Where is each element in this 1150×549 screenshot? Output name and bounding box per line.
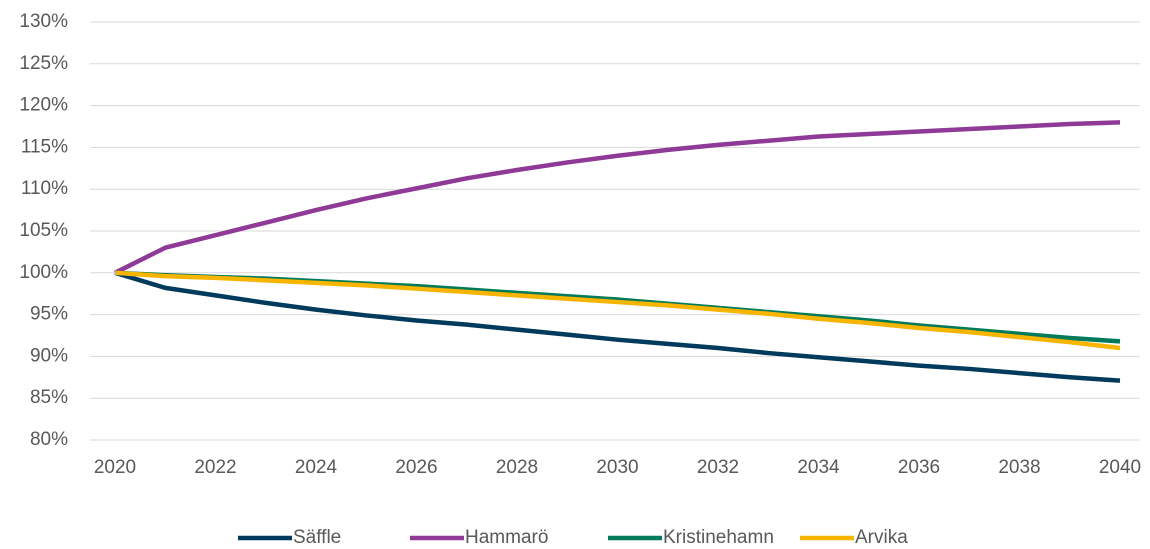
x-tick-label: 2026 <box>395 457 437 478</box>
y-tick-label: 110% <box>21 178 68 199</box>
y-tick-label: 120% <box>19 95 68 116</box>
legend-label: Hammarö <box>465 527 548 548</box>
x-tick-label: 2032 <box>697 457 739 478</box>
legend-label: Säffle <box>293 527 341 548</box>
x-tick-label: 2024 <box>295 457 338 478</box>
y-tick-label: 85% <box>30 387 68 408</box>
x-tick-label: 2028 <box>496 457 538 478</box>
y-tick-label: 125% <box>19 53 68 74</box>
legend-label: Arvika <box>855 527 908 548</box>
y-tick-label: 100% <box>19 262 68 283</box>
y-tick-label: 95% <box>30 304 68 325</box>
series-line <box>114 270 1121 351</box>
series-line <box>114 270 1121 383</box>
y-tick-label: 115% <box>21 136 68 157</box>
x-tick-label: 2034 <box>797 457 840 478</box>
series-line <box>113 120 1121 275</box>
x-tick-label: 2040 <box>1099 457 1141 478</box>
x-tick-label: 2038 <box>998 457 1040 478</box>
x-tick-label: 2022 <box>194 457 236 478</box>
x-tick-label: 2030 <box>596 457 638 478</box>
y-tick-label: 80% <box>30 429 68 450</box>
y-tick-label: 105% <box>19 220 68 241</box>
x-tick-label: 2020 <box>94 457 136 478</box>
x-tick-label: 2036 <box>898 457 940 478</box>
y-tick-label: 90% <box>30 345 68 366</box>
legend-label: Kristinehamn <box>663 527 774 548</box>
y-tick-label: 130% <box>19 11 68 32</box>
